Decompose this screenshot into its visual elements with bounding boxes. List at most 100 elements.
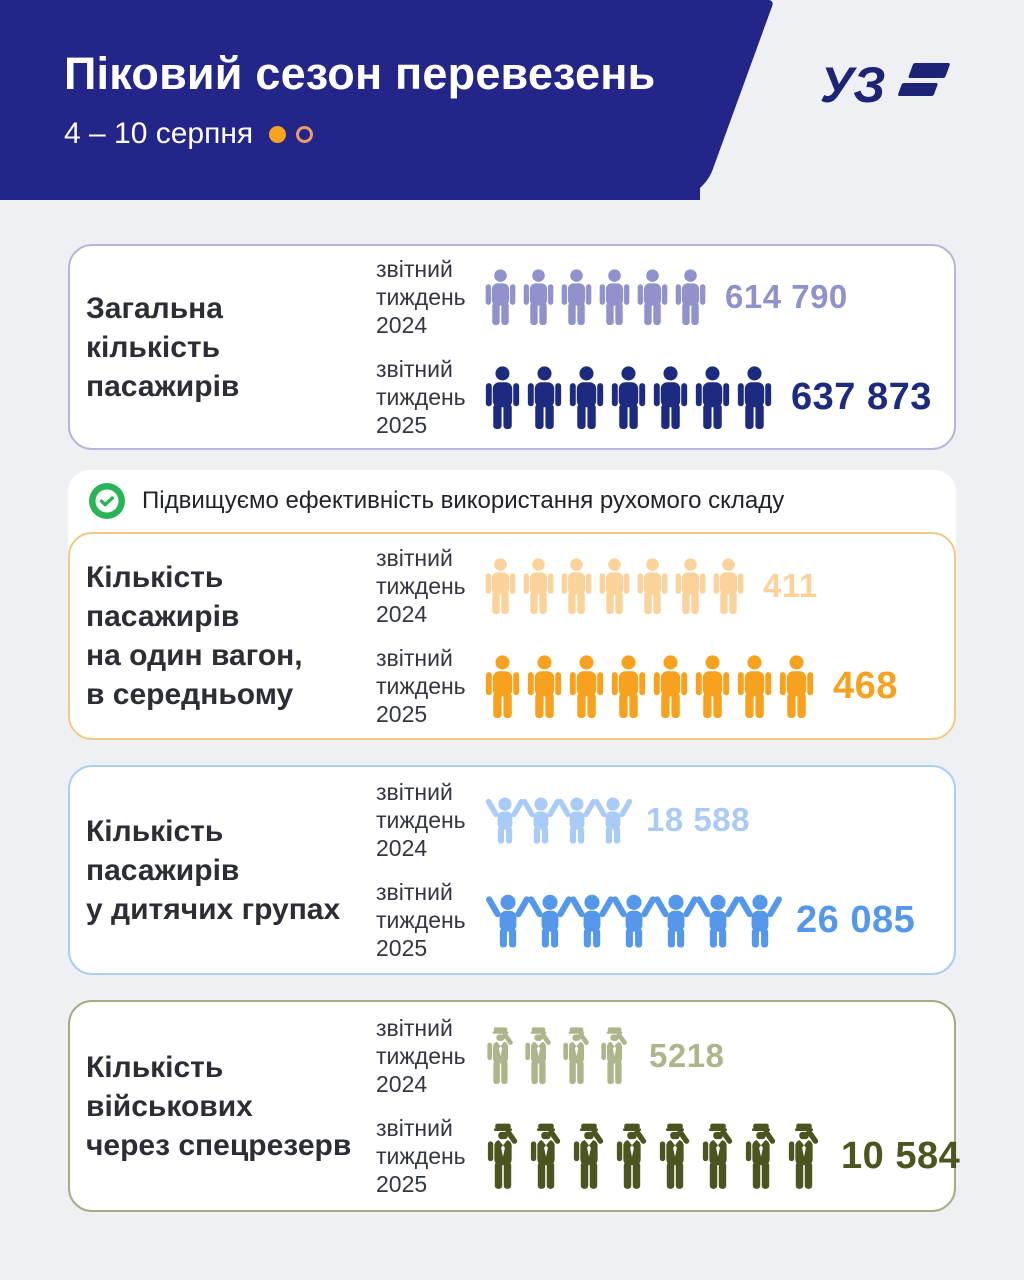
header-banner: Піковий сезон перевезень 4 – 10 серпня — [0, 0, 700, 200]
stat-row-2024: звітний тиждень 2024 411 — [376, 544, 934, 628]
stat-value: 614 790 — [725, 277, 848, 315]
person-icon — [484, 655, 521, 718]
soldier-icon — [598, 1026, 631, 1085]
person-icon — [484, 269, 517, 325]
person-icon — [598, 269, 631, 325]
child-icon — [652, 893, 700, 948]
person-icon — [522, 558, 555, 614]
page-title: Піковий сезон перевезень — [64, 48, 656, 99]
person-icon — [736, 366, 773, 429]
stat-row-2025: звітний тиждень 2025 468 — [376, 644, 934, 728]
person-icon — [636, 269, 669, 325]
stat-row-2025: звітний тиждень 2025 26 085 — [376, 878, 934, 962]
child-icon — [592, 796, 634, 844]
pictogram-row — [484, 796, 628, 844]
header-content: Піковий сезон перевезень 4 – 10 серпня — [0, 0, 700, 151]
stat-row-2025: звітний тиждень 2025 10 584 — [376, 1114, 960, 1198]
pictogram-row — [484, 269, 707, 325]
stat-value: 5218 — [649, 1036, 725, 1074]
card-title: Кількість військових через спецрезерв — [86, 1050, 352, 1162]
stat-row-2024: звітний тиждень 2024 614 790 — [376, 255, 934, 339]
person-icon — [674, 558, 707, 614]
soldier-icon — [656, 1122, 694, 1190]
row-label: звітний тиждень 2024 — [376, 1014, 466, 1097]
soldier-icon — [484, 1122, 522, 1190]
soldier-icon — [522, 1026, 555, 1085]
person-icon — [694, 366, 731, 429]
stat-row-2025: звітний тиждень 2025 637 873 — [376, 355, 934, 439]
stat-value: 26 085 — [796, 898, 916, 941]
child-icon — [736, 893, 784, 948]
pictogram-row — [484, 558, 745, 614]
person-icon — [652, 366, 689, 429]
soldier-icon — [527, 1122, 565, 1190]
pictogram-row — [484, 1026, 631, 1085]
date-range: 4 – 10 серпня — [64, 117, 254, 151]
person-icon — [652, 655, 689, 718]
child-icon — [568, 893, 616, 948]
person-icon — [598, 558, 631, 614]
person-icon — [526, 366, 563, 429]
soldier-icon — [699, 1122, 737, 1190]
person-icon — [636, 558, 669, 614]
soldier-icon — [484, 1026, 517, 1085]
person-icon — [568, 655, 605, 718]
pictogram-row — [484, 655, 815, 718]
person-icon — [484, 366, 521, 429]
card-rows: звітний тиждень 2024 18 588 звітний тижд… — [376, 778, 934, 962]
pictogram-row — [484, 1122, 823, 1190]
stat-value: 468 — [833, 664, 898, 707]
check-circle-icon — [88, 482, 126, 520]
page-dot-filled-icon — [269, 125, 287, 143]
soldier-icon — [560, 1026, 593, 1085]
person-icon — [694, 655, 731, 718]
person-icon — [712, 558, 745, 614]
card-rows: звітний тиждень 2024 5218 звітний тижден… — [376, 1014, 960, 1198]
card-children-groups: Кількість пасажирів у дитячих групах зві… — [68, 765, 956, 975]
page-dot-outline-icon — [296, 125, 314, 143]
person-icon — [674, 269, 707, 325]
stat-row-2024: звітний тиждень 2024 5218 — [376, 1014, 960, 1098]
child-icon — [610, 893, 658, 948]
row-label: звітний тиждень 2025 — [376, 879, 466, 962]
card-rows: звітний тиждень 2024 614 790 звітний тиж… — [376, 255, 934, 439]
pictogram-row — [484, 893, 778, 948]
person-icon — [526, 655, 563, 718]
row-label: звітний тиждень 2024 — [376, 778, 466, 861]
soldier-icon — [613, 1122, 651, 1190]
person-icon — [610, 655, 647, 718]
card-passengers-per-wagon: Кількість пасажирів на один вагон, в сер… — [68, 532, 956, 740]
row-label: звітний тиждень 2025 — [376, 1115, 466, 1198]
child-icon — [694, 893, 742, 948]
uz-logo-stripes — [898, 63, 950, 96]
person-icon — [736, 655, 773, 718]
soldier-icon — [570, 1122, 608, 1190]
row-label: звітний тиждень 2024 — [376, 544, 466, 627]
person-icon — [484, 558, 517, 614]
child-icon — [526, 893, 574, 948]
stat-value: 10 584 — [841, 1134, 961, 1177]
person-icon — [522, 269, 555, 325]
efficiency-note-content: Підвищуємо ефективність використання рух… — [68, 470, 956, 532]
child-icon — [484, 893, 532, 948]
uz-logo-text: УЗ — [820, 57, 885, 113]
uz-logo: УЗ — [820, 56, 952, 114]
card-military-special-reserve: Кількість військових через спецрезерв зв… — [68, 1000, 960, 1212]
stat-value: 18 588 — [646, 800, 750, 838]
stat-value: 411 — [763, 566, 818, 604]
date-range-row: 4 – 10 серпня — [64, 117, 700, 151]
stat-value: 637 873 — [791, 375, 932, 418]
stat-row-2024: звітний тиждень 2024 18 588 — [376, 778, 934, 862]
soldier-icon — [785, 1122, 823, 1190]
note-text: Підвищуємо ефективність використання рух… — [142, 487, 785, 514]
person-icon — [560, 269, 593, 325]
person-icon — [568, 366, 605, 429]
card-title: Кількість пасажирів у дитячих групах — [86, 814, 341, 926]
card-total-passengers: Загальна кількість пасажирів звітний тиж… — [68, 244, 956, 450]
person-icon — [778, 655, 815, 718]
row-label: звітний тиждень 2025 — [376, 645, 466, 728]
card-title: Кількість пасажирів на один вагон, в сер… — [86, 561, 303, 711]
card-title: Загальна кількість пасажирів — [86, 291, 240, 403]
card-rows: звітний тиждень 2024 411 звітний тиждень… — [376, 544, 934, 728]
